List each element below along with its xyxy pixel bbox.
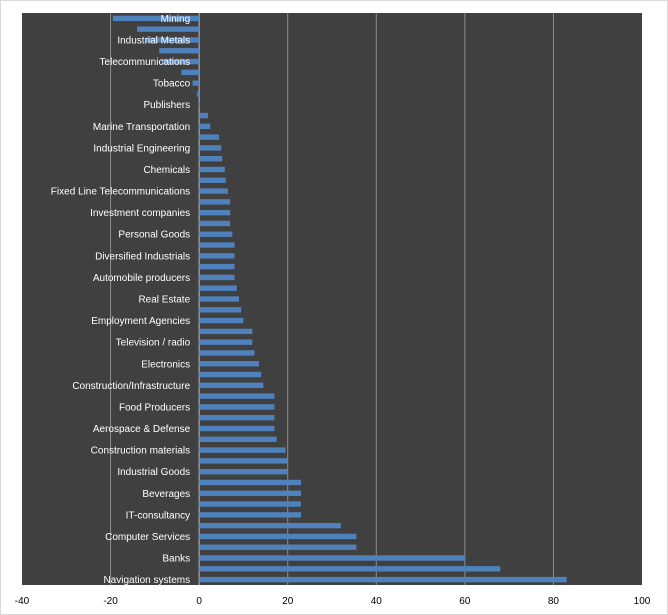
bar [199,166,225,173]
x-tick-label: 20 [282,596,294,607]
category-label: Beverages [142,489,190,500]
bar [161,58,200,65]
bar [199,566,501,572]
bar [199,533,357,540]
category-label: Automobile producers [93,273,190,284]
bar [199,544,357,550]
bar [199,274,235,281]
category-label: Food Producers [119,402,190,413]
bar [196,91,200,97]
bar-series [112,15,567,583]
category-label: Construction/Infrastructure [72,381,190,392]
category-label: Industrial Metals [117,35,190,46]
category-label: Real Estate [138,295,190,306]
plot-area [22,13,642,585]
bar [199,317,244,324]
bar [199,447,286,453]
bar [199,134,220,140]
category-labels: Mining Industrial Metals Telecommunication… [51,14,191,586]
bar [199,231,233,237]
bar [199,328,253,335]
bar [112,15,200,22]
category-label: Banks [162,554,190,565]
bar [199,350,255,356]
bar [199,436,277,442]
x-tick-label: 0 [196,596,202,607]
bar [199,404,275,410]
bar [199,371,262,378]
category-label: Electronics [141,359,190,370]
bar [199,209,231,216]
x-tick-label: -20 [103,596,118,607]
bar [199,522,341,529]
bar [199,145,222,151]
bar [199,501,301,507]
x-tick-label: 60 [459,596,471,607]
category-label: Investment companies [90,208,190,219]
bar [199,361,259,367]
category-label: Employment Agencies [91,316,190,327]
bar [199,458,288,464]
category-label: Tobacco [153,79,191,90]
category-label: Diversified Industrials [95,251,190,262]
category-label: Personal Goods [118,230,190,241]
bar [199,112,208,119]
category-label: Computer Services [105,532,190,543]
category-label: Television / radio [116,338,191,349]
bar [199,253,235,259]
bar [199,576,567,583]
bar [199,490,301,496]
bar [199,177,226,183]
bar [199,242,235,248]
category-label: Aerospace & Defense [93,424,191,435]
x-tick-label: 40 [371,596,383,607]
x-tick-label: 100 [634,596,651,607]
bar [199,512,301,518]
bar [137,26,200,32]
bar [199,468,288,475]
bar [199,479,301,486]
bar [199,425,275,432]
bar [199,220,231,227]
bar [199,263,235,270]
category-label: Marine Transportation [93,122,190,133]
bar [199,393,275,399]
x-tick-label: 80 [548,596,560,607]
bar [159,48,200,54]
category-label: Construction materials [91,446,190,457]
bar [199,188,228,194]
bar [146,37,200,43]
gridlines [110,13,554,585]
bar [199,339,253,345]
bar [199,296,239,302]
category-label: IT-consultancy [126,510,190,521]
bar [192,80,200,86]
category-label: Navigation systems [103,575,190,586]
bar [199,555,465,561]
bar [199,382,264,389]
bar [199,307,242,313]
category-label: Mining [161,14,190,25]
category-label: Fixed Line Telecommunications [51,187,190,198]
category-label: Industrial Goods [117,467,190,478]
category-label: Publishers [143,100,190,111]
x-tick-label: -40 [15,596,30,607]
bar [199,156,223,162]
bar [199,102,201,108]
bar [181,69,200,76]
category-label: Telecommunications [100,57,191,68]
bar [199,199,231,205]
bar [199,415,275,421]
category-label: Chemicals [143,165,190,176]
bar [199,285,237,291]
bar [199,123,211,130]
category-label: Industrial Engineering [93,143,190,154]
x-axis-tick-labels: -40 -20 0 20 40 60 80 100 [15,596,651,607]
